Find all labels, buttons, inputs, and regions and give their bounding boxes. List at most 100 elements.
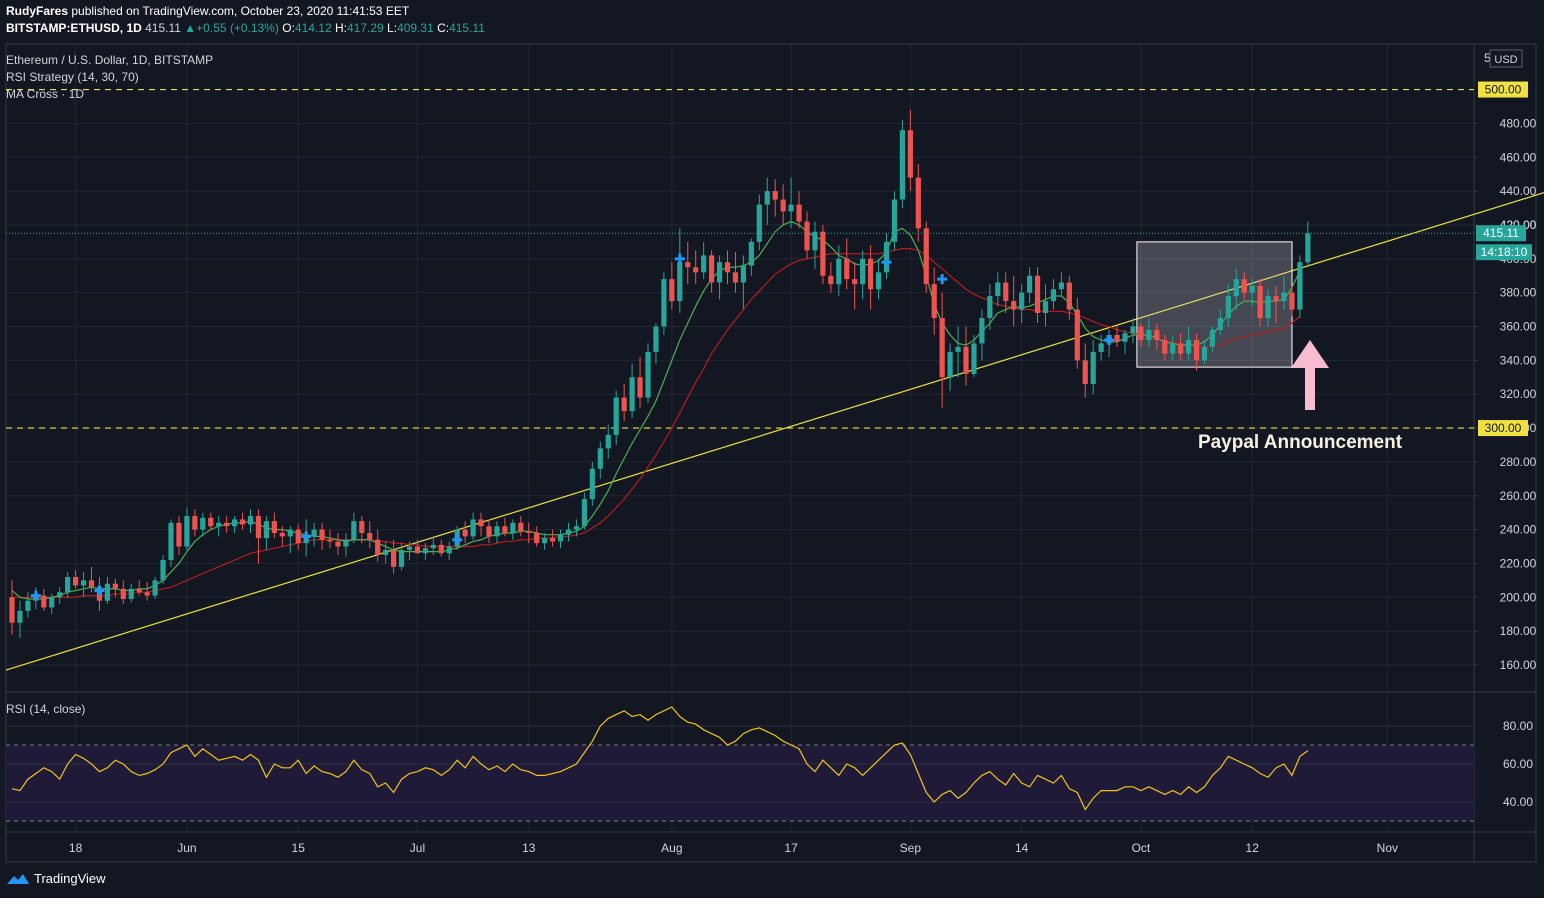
candle-body <box>1281 292 1287 302</box>
candle-body <box>979 318 985 344</box>
candle <box>828 262 834 293</box>
candle <box>1122 329 1128 354</box>
tradingview-brand[interactable]: TradingView <box>6 871 106 886</box>
y-tick-label: 440.00 <box>1500 184 1537 198</box>
rsi-line <box>11 706 1309 811</box>
candle <box>144 582 150 601</box>
up-arrow-icon <box>1291 340 1329 410</box>
level-badge-text: 500.00 <box>1485 83 1522 97</box>
candle-body <box>796 204 802 222</box>
candle <box>510 519 516 540</box>
candle-body <box>820 231 826 276</box>
candle <box>1098 334 1104 361</box>
candle <box>701 241 707 280</box>
close-value: 415.11 <box>449 21 485 35</box>
candle-body <box>709 255 715 283</box>
y-tick-label: 320.00 <box>1500 387 1537 401</box>
candle <box>1297 255 1303 319</box>
legend-title[interactable]: Ethereum / U.S. Dollar, 1D, BITSTAMP <box>6 53 214 67</box>
candle-body <box>1289 292 1295 310</box>
rsi-band <box>6 745 1474 821</box>
symbol-line: BITSTAMP:ETHUSD, 1D 415.11 ▲+0.55 (+0.13… <box>6 21 485 35</box>
candle <box>128 583 134 603</box>
candle-body <box>613 397 619 435</box>
candle-body <box>287 529 293 537</box>
candle <box>979 309 985 361</box>
candle <box>836 245 842 297</box>
close-label: C: <box>437 21 450 35</box>
candle <box>57 587 63 605</box>
candle <box>1233 268 1239 310</box>
candle <box>1225 284 1231 327</box>
candle <box>1050 279 1057 310</box>
candle <box>120 580 126 605</box>
candle-body <box>359 521 365 533</box>
candle <box>788 177 794 229</box>
x-tick-label: 15 <box>292 841 306 855</box>
candle-body <box>780 199 786 212</box>
candle-body <box>772 191 778 200</box>
price-change: +0.55 (+0.13%) <box>196 21 279 35</box>
candle <box>176 516 182 555</box>
candle <box>383 541 389 564</box>
candle <box>422 543 428 561</box>
candle <box>430 536 436 555</box>
candle-body <box>1027 275 1033 293</box>
level-badge-300: 300.00 <box>1478 420 1528 437</box>
x-tick-label: 12 <box>1246 841 1260 855</box>
candle-body <box>868 258 874 290</box>
candle-body <box>995 282 1001 297</box>
candle-body <box>112 583 118 589</box>
candle-body <box>589 468 595 500</box>
legend-ma[interactable]: MA Cross · 1D <box>6 87 85 101</box>
candle-body <box>510 522 516 533</box>
rsi-tick-label: 60.00 <box>1503 757 1533 771</box>
candle-body <box>629 377 635 412</box>
candle-body <box>224 522 230 527</box>
candle-body <box>915 177 921 229</box>
candle-body <box>581 499 587 527</box>
legend-rsi[interactable]: RSI (14, close) <box>6 702 86 716</box>
candle-body <box>883 241 890 273</box>
candle <box>239 512 246 530</box>
candle <box>1162 334 1168 361</box>
candle-body <box>80 580 87 586</box>
y-tick-label: 340.00 <box>1500 353 1537 367</box>
candle-body <box>494 526 500 537</box>
candle <box>1265 289 1271 327</box>
current-price-badge: 415.11 <box>1476 225 1526 242</box>
candle-body <box>478 519 484 527</box>
candle-body <box>748 241 754 266</box>
candle <box>613 390 619 445</box>
candle <box>748 238 754 276</box>
candle-body <box>343 539 349 547</box>
candle <box>1241 272 1247 300</box>
candle <box>939 292 945 408</box>
candle <box>891 191 898 251</box>
legend-strategy[interactable]: RSI Strategy (14, 30, 70) <box>6 70 139 84</box>
chart-frame <box>5 43 1537 863</box>
x-tick-label: Oct <box>1132 841 1151 855</box>
candle <box>868 245 874 310</box>
candle <box>772 179 778 217</box>
candle <box>844 238 850 290</box>
candle <box>351 512 357 544</box>
candle-body <box>184 516 190 547</box>
candle <box>669 262 675 310</box>
candle-body <box>1098 343 1104 352</box>
candle <box>255 509 262 564</box>
candle-body <box>1154 329 1160 341</box>
candle-body <box>1146 329 1152 341</box>
open-label: O: <box>282 21 295 35</box>
x-tick-label: Jun <box>177 841 196 855</box>
candle-body <box>136 588 142 593</box>
candle <box>319 522 325 550</box>
candle <box>947 343 953 391</box>
candle <box>645 343 651 403</box>
candle <box>685 241 691 285</box>
candle <box>49 593 55 615</box>
candle-body <box>9 597 15 623</box>
author-name[interactable]: RudyFares <box>6 4 69 18</box>
candle-body <box>104 583 110 601</box>
